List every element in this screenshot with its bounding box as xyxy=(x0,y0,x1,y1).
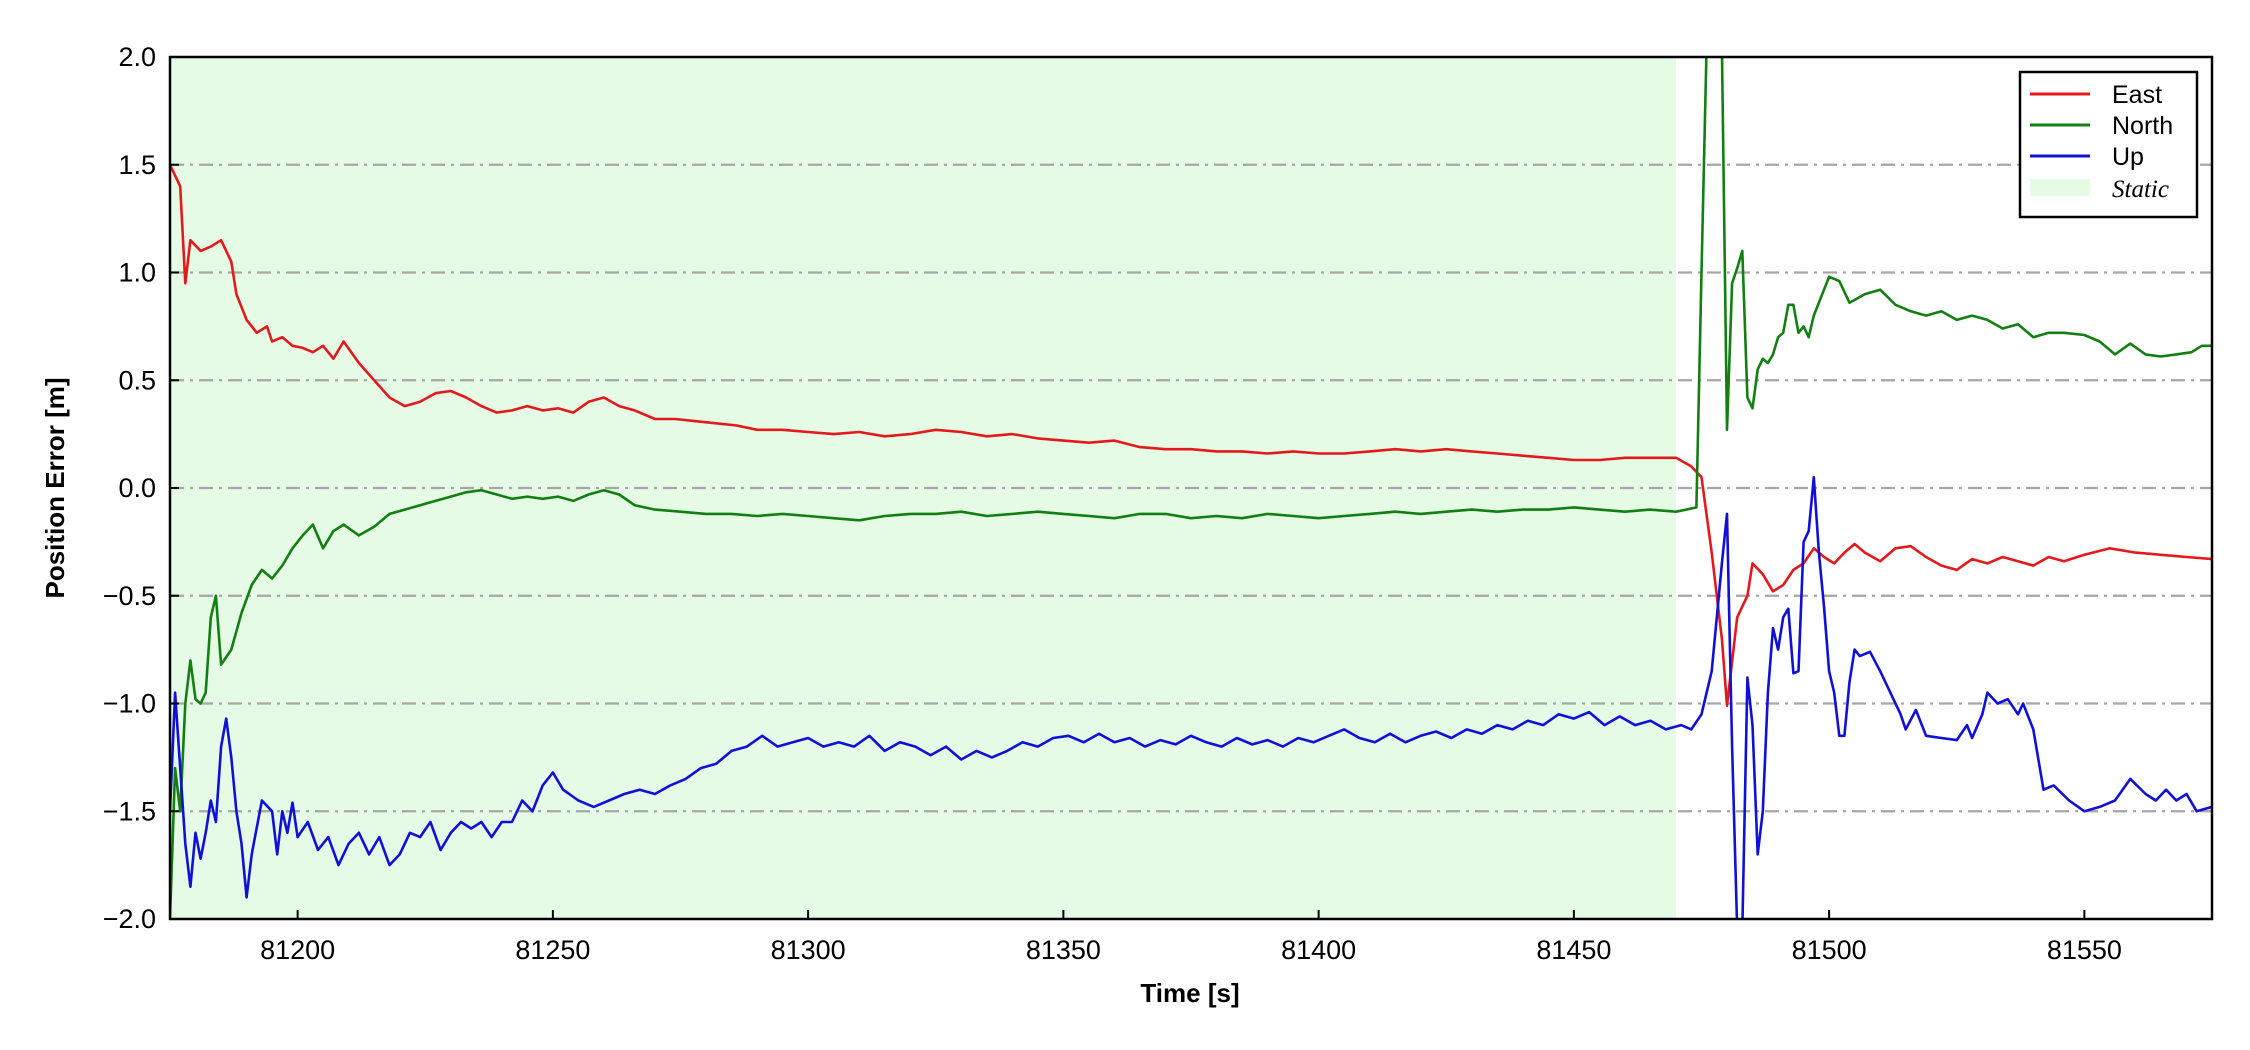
series-layer xyxy=(170,57,2212,919)
x-tick-label: 81250 xyxy=(515,935,590,965)
x-axis-label: Time [s] xyxy=(1140,978,1239,1008)
series-line-up xyxy=(170,475,2212,919)
y-tick-label: 0.5 xyxy=(118,365,156,395)
legend-swatch-static xyxy=(2030,179,2090,196)
series-line-north xyxy=(170,57,2212,919)
y-axis: 2.0 1.5 1.0 0.5 0.0 −0.5 −1.0 −1.5 −2.0 xyxy=(103,42,179,934)
y-tick-label: 2.0 xyxy=(118,42,156,72)
y-tick-label: −1.5 xyxy=(103,796,156,826)
y-tick-label: 1.0 xyxy=(118,258,156,288)
x-axis: 81200 81250 81300 81350 81400 81450 81500 81550 xyxy=(260,910,2122,965)
legend: East North Up Static xyxy=(2018,70,2199,219)
y-tick-label: −1.0 xyxy=(103,689,156,719)
x-tick-label: 81350 xyxy=(1026,935,1101,965)
x-tick-label: 81200 xyxy=(260,935,335,965)
plot-area xyxy=(170,57,2212,919)
y-tick-label: −2.0 xyxy=(103,904,156,934)
y-tick-label: 0.0 xyxy=(118,473,156,503)
x-tick-label: 81500 xyxy=(1792,935,1867,965)
y-axis-label: Position Error [m] xyxy=(40,377,70,598)
x-tick-label: 81400 xyxy=(1281,935,1356,965)
x-tick-label: 81450 xyxy=(1536,935,1611,965)
legend-label-north: North xyxy=(2112,112,2173,140)
series-line-east xyxy=(170,164,2212,707)
y-tick-label: 1.5 xyxy=(118,150,156,180)
legend-label-up: Up xyxy=(2112,143,2144,171)
grid-lines xyxy=(170,163,2212,813)
x-tick-label: 81300 xyxy=(771,935,846,965)
x-tick-label: 81550 xyxy=(2047,935,2122,965)
y-tick-label: −0.5 xyxy=(103,581,156,611)
legend-label-east: East xyxy=(2112,81,2162,109)
legend-label-static: Static xyxy=(2112,176,2169,203)
